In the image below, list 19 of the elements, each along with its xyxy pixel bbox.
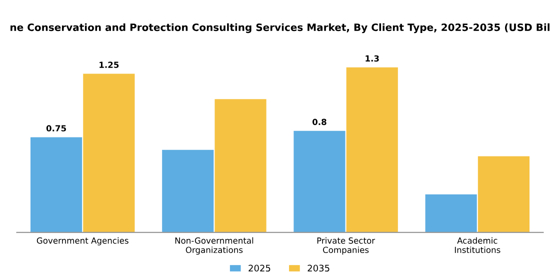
legend-label: 2035 — [308, 264, 330, 272]
bar — [425, 194, 477, 232]
bar — [346, 67, 398, 232]
bar — [478, 156, 530, 232]
x-tick-label: Private Sector Companies — [317, 237, 376, 255]
data-label: 1.3 — [366, 55, 379, 62]
x-tick-label: Academic Institutions — [454, 237, 500, 254]
x-tick-label: Non-Governmental Organizations — [175, 237, 254, 255]
data-label: 1.25 — [100, 62, 119, 68]
bar — [83, 74, 135, 232]
bar — [30, 137, 82, 232]
bar — [214, 99, 266, 232]
legend-label: 2025 — [248, 264, 270, 272]
bar — [162, 150, 214, 232]
bar — [294, 130, 346, 232]
data-label: 0.75 — [46, 125, 66, 132]
chart-title: ne Conservation and Protection Consulting Services Market, By Client Type, 2025-2035 (USD Bil — [10, 23, 550, 34]
x-tick-label: Government Agencies — [36, 237, 128, 246]
data-label: 0.8 — [312, 118, 326, 126]
